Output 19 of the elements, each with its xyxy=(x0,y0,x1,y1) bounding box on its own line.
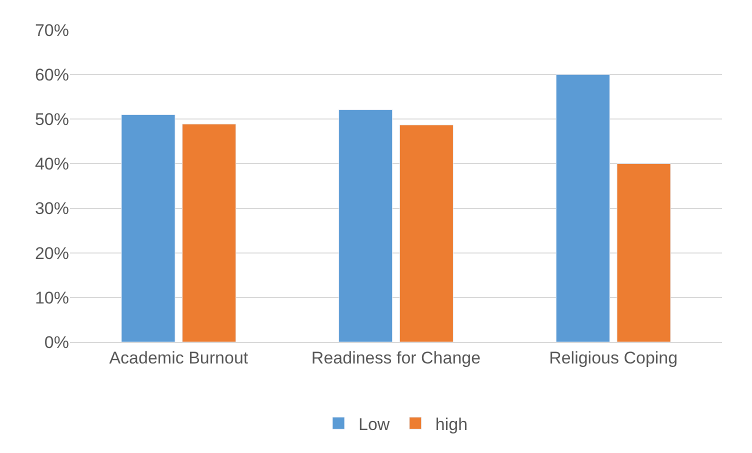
y-tick-label: 30% xyxy=(34,199,69,218)
y-tick-label: 0% xyxy=(44,332,69,352)
y-tick-label: 70% xyxy=(34,20,69,40)
bar xyxy=(338,110,393,342)
x-tick-label: Academic Burnout xyxy=(109,348,248,368)
y-tick-label: 60% xyxy=(34,66,69,85)
y-tick-label: 40% xyxy=(34,154,69,174)
y-tick-label: 50% xyxy=(34,110,69,130)
legend-label: Low xyxy=(358,414,390,434)
bar xyxy=(616,163,671,342)
x-tick-label: Readiness for Change xyxy=(311,348,481,368)
y-tick-label: 20% xyxy=(34,244,69,263)
x-tick-label: Religious Coping xyxy=(549,348,678,368)
bar xyxy=(182,124,236,342)
bar xyxy=(121,114,176,342)
bar xyxy=(399,124,454,342)
legend-label: high xyxy=(435,414,468,434)
y-tick-label: 10% xyxy=(34,288,69,308)
bar xyxy=(556,74,610,342)
